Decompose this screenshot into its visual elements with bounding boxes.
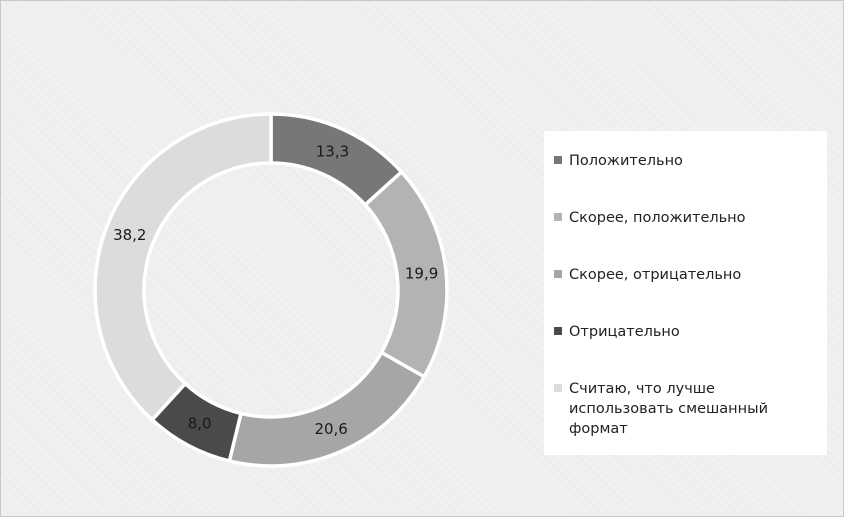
legend-item-2: Скорее, положительно bbox=[554, 208, 804, 228]
donut-segment-5 bbox=[93, 112, 273, 423]
legend-swatch bbox=[554, 213, 562, 221]
donut-segment-3 bbox=[227, 350, 427, 468]
legend-item-1: Положительно bbox=[554, 151, 804, 171]
legend-label: Считаю, что лучше использовать смешанный… bbox=[569, 381, 768, 437]
legend-item-4: Отрицательно bbox=[554, 322, 804, 342]
data-label-1: 13,3 bbox=[316, 143, 349, 161]
legend-swatch bbox=[554, 327, 562, 335]
data-label-4: 8,0 bbox=[188, 415, 212, 433]
legend-swatch bbox=[554, 384, 562, 392]
legend-item-3: Скорее, отрицательно bbox=[554, 265, 804, 285]
legend-label: Отрицательно bbox=[569, 324, 680, 340]
legend-label: Скорее, отрицательно bbox=[569, 267, 742, 283]
legend-swatch bbox=[554, 270, 562, 278]
legend: Положительно Скорее, положительно Скорее, … bbox=[544, 131, 827, 455]
legend-swatch bbox=[554, 156, 562, 164]
data-label-2: 19,9 bbox=[405, 264, 438, 282]
data-label-3: 20,6 bbox=[314, 420, 347, 438]
legend-item-5: Считаю, что лучше использовать смешанный… bbox=[554, 379, 804, 439]
data-label-5: 38,2 bbox=[113, 226, 146, 244]
legend-label: Скорее, положительно bbox=[569, 210, 746, 226]
legend-label: Положительно bbox=[569, 153, 683, 169]
